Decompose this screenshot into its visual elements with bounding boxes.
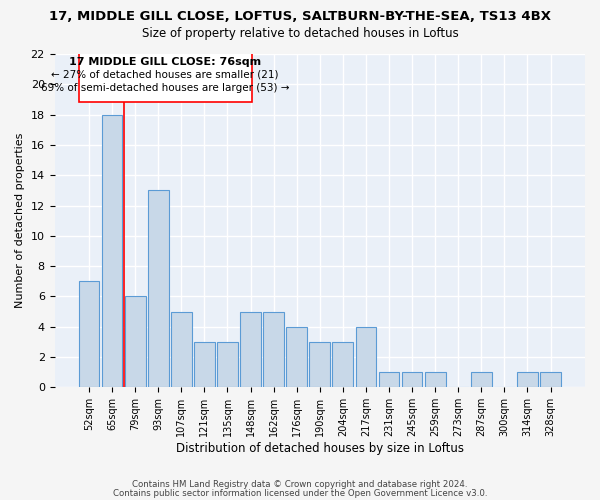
Text: ← 27% of detached houses are smaller (21): ← 27% of detached houses are smaller (21… xyxy=(52,69,279,79)
Text: 69% of semi-detached houses are larger (53) →: 69% of semi-detached houses are larger (… xyxy=(41,83,289,93)
Text: Contains HM Land Registry data © Crown copyright and database right 2024.: Contains HM Land Registry data © Crown c… xyxy=(132,480,468,489)
Bar xyxy=(263,312,284,388)
Text: Size of property relative to detached houses in Loftus: Size of property relative to detached ho… xyxy=(142,28,458,40)
Text: Contains public sector information licensed under the Open Government Licence v3: Contains public sector information licen… xyxy=(113,489,487,498)
Bar xyxy=(540,372,561,388)
Bar xyxy=(79,51,251,102)
Bar xyxy=(379,372,400,388)
Bar xyxy=(79,282,100,388)
Bar xyxy=(425,372,446,388)
X-axis label: Distribution of detached houses by size in Loftus: Distribution of detached houses by size … xyxy=(176,442,464,455)
Bar xyxy=(310,342,330,388)
Text: 17, MIDDLE GILL CLOSE, LOFTUS, SALTBURN-BY-THE-SEA, TS13 4BX: 17, MIDDLE GILL CLOSE, LOFTUS, SALTBURN-… xyxy=(49,10,551,23)
Bar xyxy=(125,296,146,388)
Bar xyxy=(194,342,215,388)
Text: 17 MIDDLE GILL CLOSE: 76sqm: 17 MIDDLE GILL CLOSE: 76sqm xyxy=(69,57,261,67)
Y-axis label: Number of detached properties: Number of detached properties xyxy=(15,133,25,308)
Bar xyxy=(471,372,491,388)
Bar xyxy=(401,372,422,388)
Bar xyxy=(356,326,376,388)
Bar xyxy=(171,312,192,388)
Bar xyxy=(240,312,261,388)
Bar xyxy=(332,342,353,388)
Bar xyxy=(102,114,122,388)
Bar xyxy=(286,326,307,388)
Bar xyxy=(517,372,538,388)
Bar xyxy=(217,342,238,388)
Bar xyxy=(148,190,169,388)
